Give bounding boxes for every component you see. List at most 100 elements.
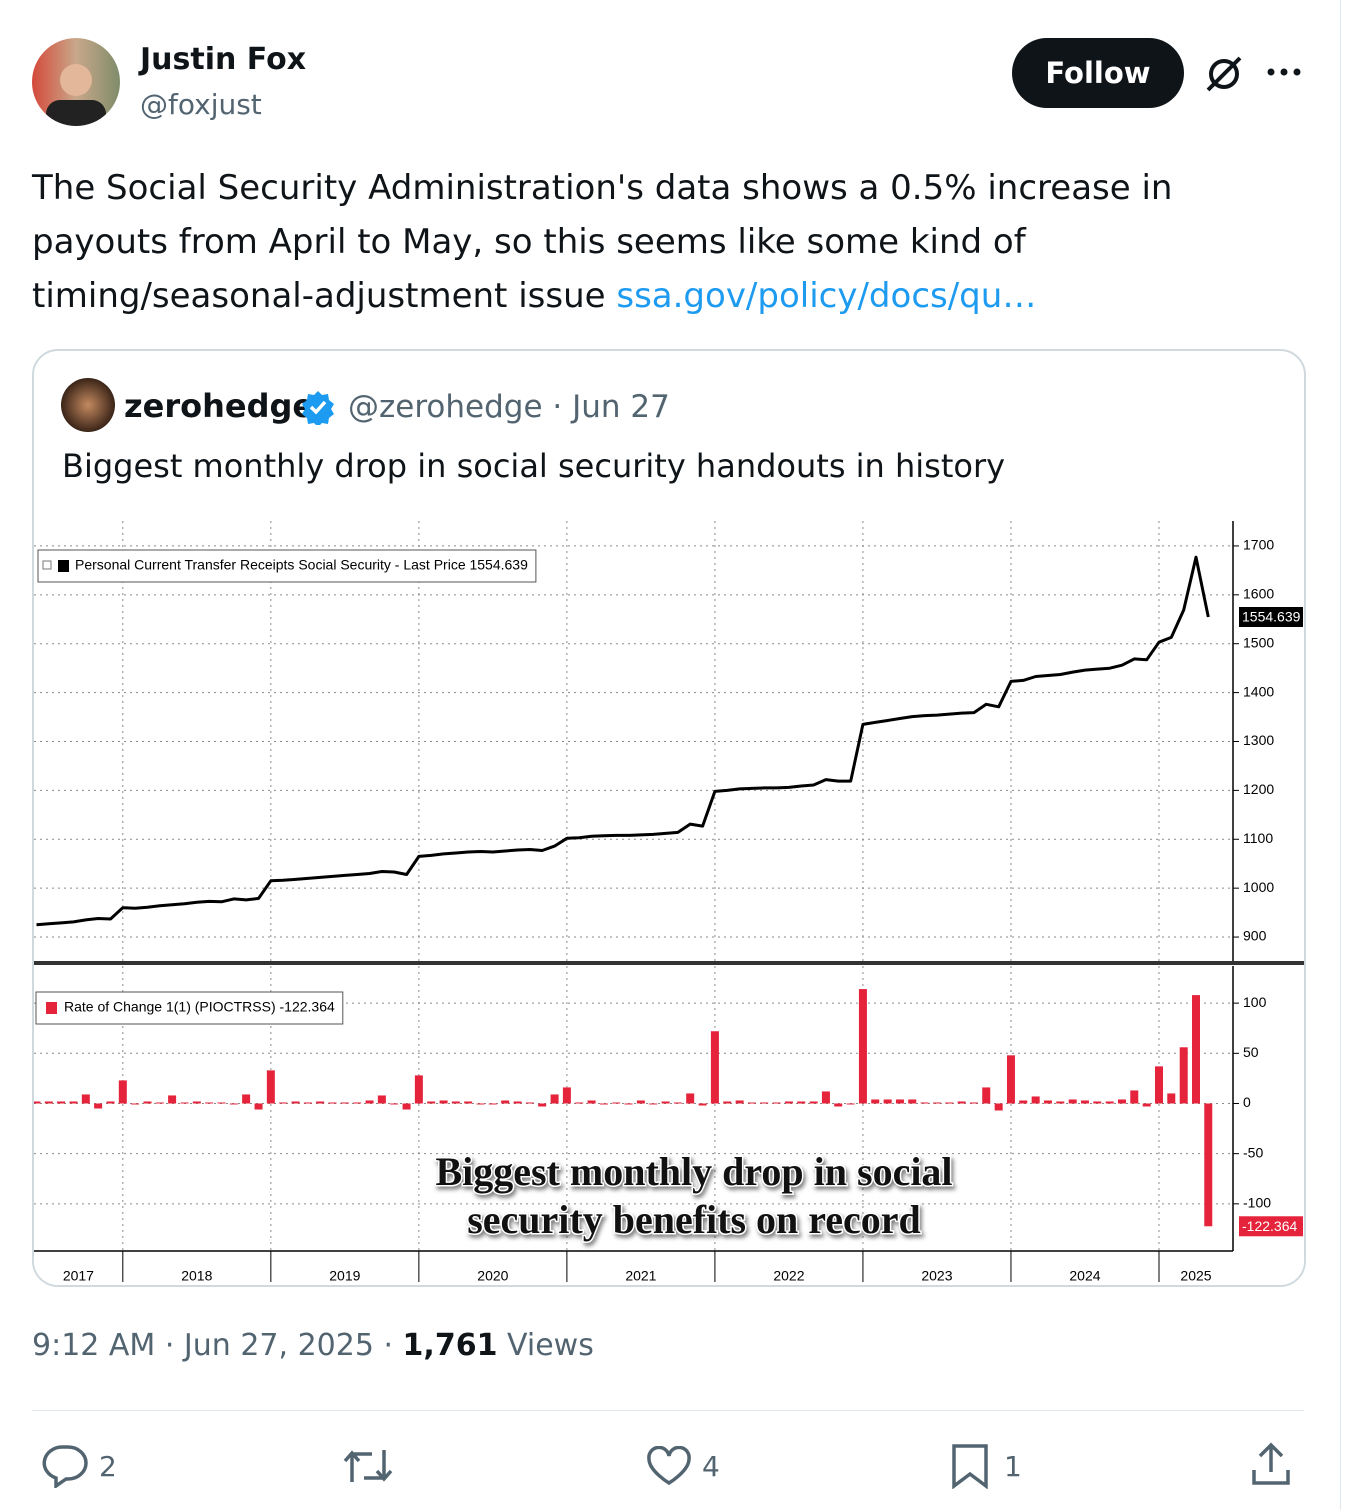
x-tick-label: 2017 (63, 1268, 94, 1284)
legend-swatch (46, 1002, 57, 1014)
y-tick-label: 1300 (1243, 732, 1274, 748)
x-tick-label: 2022 (773, 1268, 804, 1284)
like-icon[interactable] (646, 1446, 692, 1486)
bar (698, 1103, 707, 1106)
bar (390, 1103, 399, 1105)
bar (649, 1103, 658, 1105)
bar (735, 1100, 744, 1104)
grok-icon[interactable] (1204, 54, 1244, 94)
bar (464, 1101, 473, 1104)
legend: Rate of Change 1(1) (PIOCTRSS) -122.364 (35, 991, 344, 1025)
separator (32, 1410, 1304, 1411)
last-value-badge (1239, 606, 1303, 627)
bar (772, 1102, 781, 1104)
bar (328, 1102, 337, 1104)
legend-label: Rate of Change 1(1) (PIOCTRSS) -122.364 (64, 999, 335, 1015)
bar (969, 1102, 978, 1104)
last-value-label: -122.364 (1242, 1218, 1297, 1234)
last-value-label: 1554.639 (1242, 609, 1301, 625)
bar (871, 1099, 880, 1104)
bar (1056, 1101, 1065, 1104)
legend-toggle (42, 560, 52, 570)
bar (118, 1080, 127, 1104)
x-tick-label: 2023 (921, 1268, 952, 1284)
bar (575, 1102, 584, 1104)
x-tick-label: 2018 (181, 1268, 212, 1284)
bar (476, 1103, 485, 1105)
bar (1043, 1100, 1052, 1104)
y-tick-label: 0 (1243, 1094, 1251, 1110)
more-icon[interactable] (1266, 62, 1302, 82)
bar (895, 1099, 904, 1104)
bar (1179, 1047, 1188, 1104)
y-tick-label: 1000 (1243, 879, 1274, 895)
reply-count: 2 (99, 1450, 117, 1483)
bar (69, 1101, 78, 1104)
like-count: 4 (702, 1450, 720, 1483)
bar (155, 1102, 164, 1104)
y-tick-label: 1400 (1243, 683, 1274, 699)
bar (1117, 1099, 1126, 1104)
share-icon[interactable] (1250, 1442, 1292, 1486)
bar (1031, 1096, 1040, 1104)
author-handle[interactable]: @foxjust (140, 88, 262, 121)
bar (784, 1101, 793, 1104)
bar (1204, 1103, 1213, 1227)
line (36, 555, 1210, 927)
bar (846, 1103, 855, 1105)
bar (254, 1103, 263, 1110)
bar (205, 1102, 214, 1104)
x-tick-label: 2025 (1180, 1268, 1211, 1284)
y-tick-label: 1500 (1243, 634, 1274, 650)
bar (168, 1095, 177, 1104)
bar (538, 1103, 547, 1107)
author-name[interactable]: Justin Fox (140, 42, 307, 77)
quote-card[interactable]: zerohedge @zerohedge · Jun 27 Biggest mo… (32, 349, 1306, 1287)
x-tick-label: 2020 (477, 1268, 508, 1284)
reply-icon[interactable] (42, 1444, 90, 1488)
bar (1080, 1100, 1089, 1104)
y-tick-label: 900 (1243, 928, 1267, 944)
bar (291, 1101, 300, 1104)
bar (488, 1103, 497, 1105)
avatar[interactable] (32, 38, 120, 126)
bar (1006, 1055, 1015, 1104)
bar (501, 1100, 510, 1104)
tweet-meta: 9:12 AM · Jun 27, 2025 · 1,761 Views (32, 1328, 594, 1363)
bar (340, 1102, 349, 1104)
legend-swatch (58, 560, 69, 572)
quote-text: Biggest monthly drop in social security … (62, 447, 1006, 485)
follow-button[interactable]: Follow (1012, 38, 1184, 108)
bar (686, 1093, 695, 1104)
bar (1142, 1103, 1151, 1107)
chart-bg (34, 521, 1304, 1285)
bar (525, 1102, 534, 1104)
timestamp[interactable]: 9:12 AM · Jun 27, 2025 · (32, 1328, 393, 1363)
y-tick-label: 1200 (1243, 781, 1274, 797)
bar (303, 1102, 312, 1104)
bar (229, 1103, 238, 1105)
tweet-link[interactable]: ssa.gov/policy/docs/qu… (616, 276, 1037, 316)
bar (81, 1094, 90, 1104)
bar (402, 1103, 411, 1110)
divider (1340, 0, 1341, 1510)
annotation: security benefits on record (467, 1197, 921, 1242)
bar (1093, 1101, 1102, 1104)
bar (513, 1101, 522, 1104)
bookmark-icon[interactable] (950, 1443, 990, 1489)
bar (760, 1102, 769, 1104)
x-tick-label: 2021 (625, 1268, 656, 1284)
bar (994, 1103, 1003, 1111)
bar (266, 1070, 275, 1104)
bar (1130, 1090, 1139, 1104)
bar (809, 1101, 818, 1104)
bar (439, 1100, 448, 1104)
bar (180, 1102, 189, 1104)
retweet-icon[interactable] (342, 1446, 394, 1486)
tweet-text: The Social Security Administration's dat… (32, 161, 1307, 323)
bar (858, 989, 867, 1104)
bar (624, 1103, 633, 1105)
y-tick-label: -50 (1243, 1144, 1263, 1160)
bar (1068, 1099, 1077, 1104)
